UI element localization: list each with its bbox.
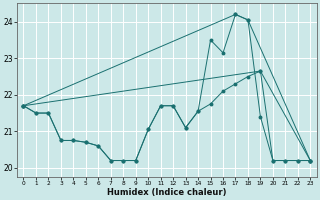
X-axis label: Humidex (Indice chaleur): Humidex (Indice chaleur) xyxy=(107,188,227,197)
